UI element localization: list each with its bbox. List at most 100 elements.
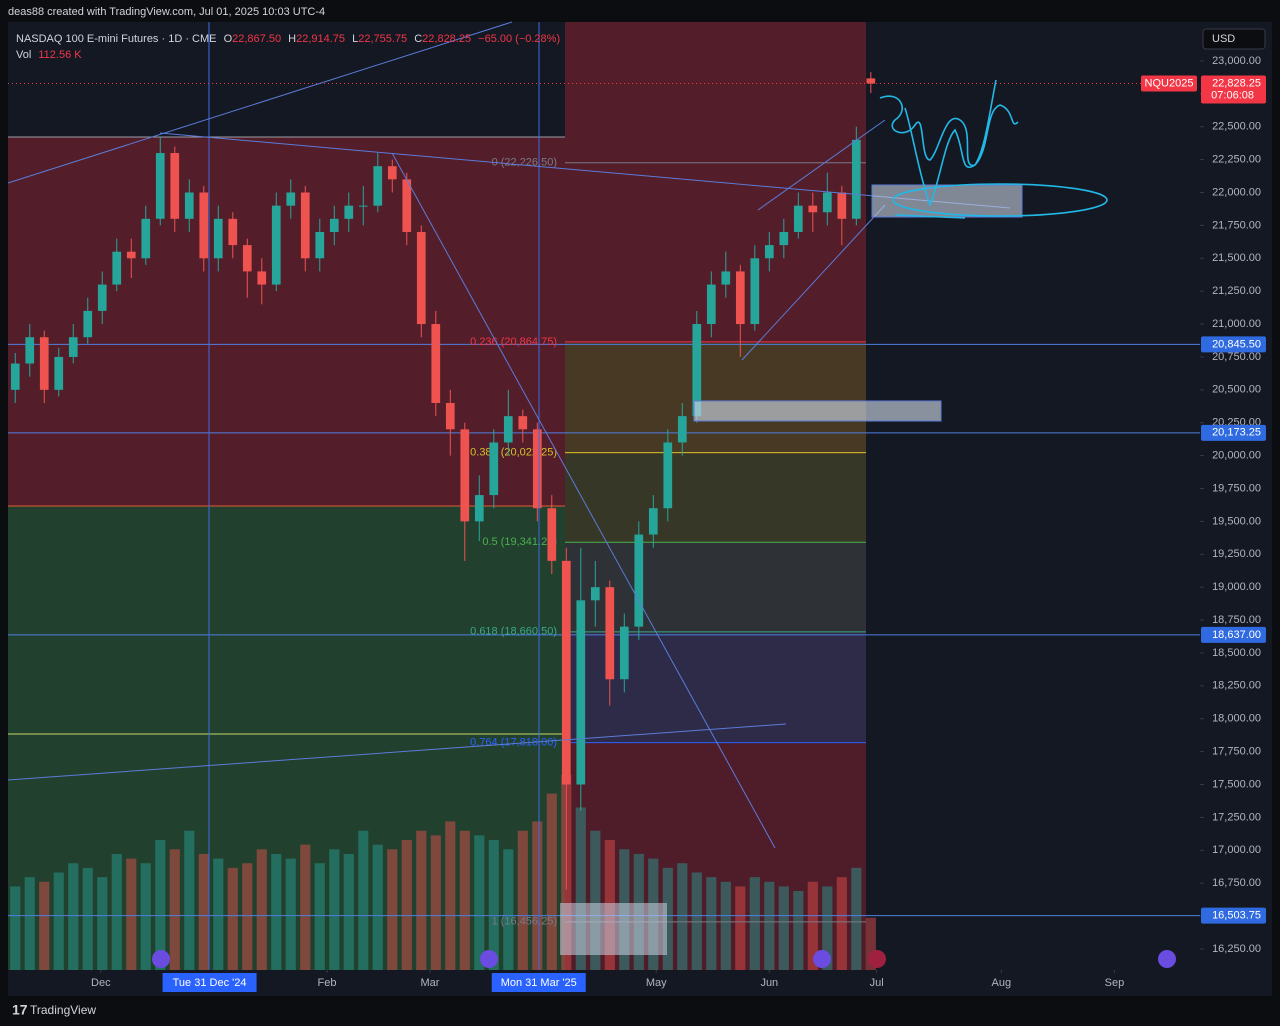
candle-body bbox=[242, 245, 252, 272]
y-tick-label: 20,750.00 bbox=[1212, 351, 1261, 363]
candle-body bbox=[590, 587, 600, 601]
y-tick-label: 19,250.00 bbox=[1212, 548, 1261, 560]
y-tick-label: 22,000.00 bbox=[1212, 186, 1261, 198]
volume-bar bbox=[358, 830, 369, 970]
x-tick-label: Sep bbox=[1105, 977, 1125, 989]
symbol-tag-label: NQU2025 bbox=[1145, 77, 1194, 89]
handwriting bbox=[879, 79, 1108, 219]
y-tick-label: 20,500.00 bbox=[1212, 384, 1261, 396]
volume-bar bbox=[82, 867, 93, 970]
y-tick-label: 17,750.00 bbox=[1212, 746, 1261, 758]
volume-bar bbox=[706, 877, 717, 970]
x-tick-label: Aug bbox=[992, 977, 1012, 989]
price-tag-label: 18,637.00 bbox=[1212, 629, 1261, 641]
candle-body bbox=[155, 153, 165, 219]
volume-bar bbox=[24, 877, 35, 970]
y-tick-label: 21,500.00 bbox=[1212, 252, 1261, 264]
price-tag bbox=[1201, 626, 1266, 643]
legend: NASDAQ 100 E-mini Futures · 1D · CME O 22… bbox=[16, 33, 560, 45]
volume-bar bbox=[126, 858, 137, 970]
zone bbox=[565, 633, 866, 743]
y-tick-label: 16,250.00 bbox=[1212, 943, 1261, 955]
fib-label: 0.382 (20,022.25) bbox=[470, 447, 557, 459]
volume-bar bbox=[662, 867, 673, 970]
candle-body bbox=[634, 534, 644, 627]
volume-bar bbox=[242, 863, 253, 970]
l-value: 22,755.75 bbox=[358, 33, 407, 45]
volume-bar bbox=[445, 821, 456, 970]
candle-body bbox=[648, 508, 658, 535]
candle-body bbox=[605, 587, 615, 680]
o-key: O bbox=[224, 33, 233, 45]
countdown: 07:06:08 bbox=[1211, 89, 1254, 101]
volume-bar bbox=[691, 872, 702, 970]
price-axis bbox=[1200, 22, 1272, 970]
candle-body bbox=[141, 218, 151, 259]
volume-bar bbox=[575, 807, 586, 970]
candle-body bbox=[706, 284, 716, 325]
volume-bar bbox=[793, 891, 804, 970]
candle-body bbox=[271, 205, 281, 285]
volume-bar bbox=[401, 840, 412, 970]
candle-body bbox=[474, 495, 484, 522]
candle-body bbox=[184, 192, 194, 219]
candle-body bbox=[750, 258, 760, 325]
candle-body bbox=[126, 251, 136, 259]
candle-body bbox=[692, 324, 702, 417]
candle-body bbox=[39, 337, 49, 390]
candle-body bbox=[402, 179, 412, 232]
price-tag bbox=[1201, 907, 1266, 924]
zone bbox=[565, 343, 866, 454]
header: deas88 created with TradingView.com, Jul… bbox=[8, 6, 325, 18]
candle-body bbox=[866, 78, 876, 84]
candle-body bbox=[532, 429, 542, 509]
event-icon bbox=[868, 950, 886, 968]
price-tag-label: 20,845.50 bbox=[1212, 338, 1261, 350]
candle-body bbox=[387, 166, 397, 180]
y-tick-label: 18,750.00 bbox=[1212, 614, 1261, 626]
volume-bar bbox=[836, 877, 847, 970]
volume-bar bbox=[517, 830, 528, 970]
vol-key: Vol bbox=[16, 49, 31, 61]
trend-line bbox=[741, 204, 886, 361]
date-tag bbox=[491, 973, 586, 992]
candle-body bbox=[170, 153, 180, 219]
l-key: L bbox=[352, 33, 358, 45]
volume-bar bbox=[416, 830, 427, 970]
price-tag bbox=[1201, 424, 1266, 441]
volume-bar bbox=[430, 835, 441, 970]
volume-bar bbox=[822, 886, 833, 970]
candle-body bbox=[561, 560, 571, 785]
box bbox=[871, 184, 1023, 218]
trend-line bbox=[7, 723, 787, 781]
candle-body bbox=[97, 284, 107, 311]
candle-body bbox=[329, 218, 339, 232]
trend-line bbox=[757, 119, 886, 211]
volume-bar bbox=[503, 849, 514, 970]
candle-body bbox=[822, 192, 832, 213]
trend-line bbox=[159, 132, 1011, 209]
candle-body bbox=[489, 442, 499, 496]
footer: TradingView bbox=[30, 1003, 96, 1017]
volume-bar bbox=[256, 849, 267, 970]
event-icon bbox=[152, 950, 170, 968]
volume-bar bbox=[300, 844, 311, 970]
price-tag bbox=[1201, 336, 1266, 353]
fib-label: 0.618 (18,660.50) bbox=[470, 626, 557, 638]
scribble bbox=[892, 183, 1108, 217]
x-tick-label: Feb bbox=[318, 977, 337, 989]
volume-bar bbox=[590, 830, 601, 970]
volume-bar bbox=[198, 853, 209, 970]
price-tag-label: 20,173.25 bbox=[1212, 427, 1261, 439]
candle-body bbox=[677, 416, 687, 443]
volume-bar bbox=[459, 830, 470, 970]
candle-body bbox=[68, 337, 78, 357]
volume-bar bbox=[169, 849, 180, 970]
last-price-tag bbox=[1201, 75, 1266, 104]
candle-body bbox=[445, 402, 455, 430]
symbol: NASDAQ 100 E-mini Futures · 1D · CME bbox=[16, 33, 217, 45]
event-icons bbox=[152, 950, 1176, 968]
candle-body bbox=[257, 271, 267, 285]
last-price-label: 22,828.25 bbox=[1212, 77, 1261, 89]
drawings bbox=[7, 21, 1023, 970]
